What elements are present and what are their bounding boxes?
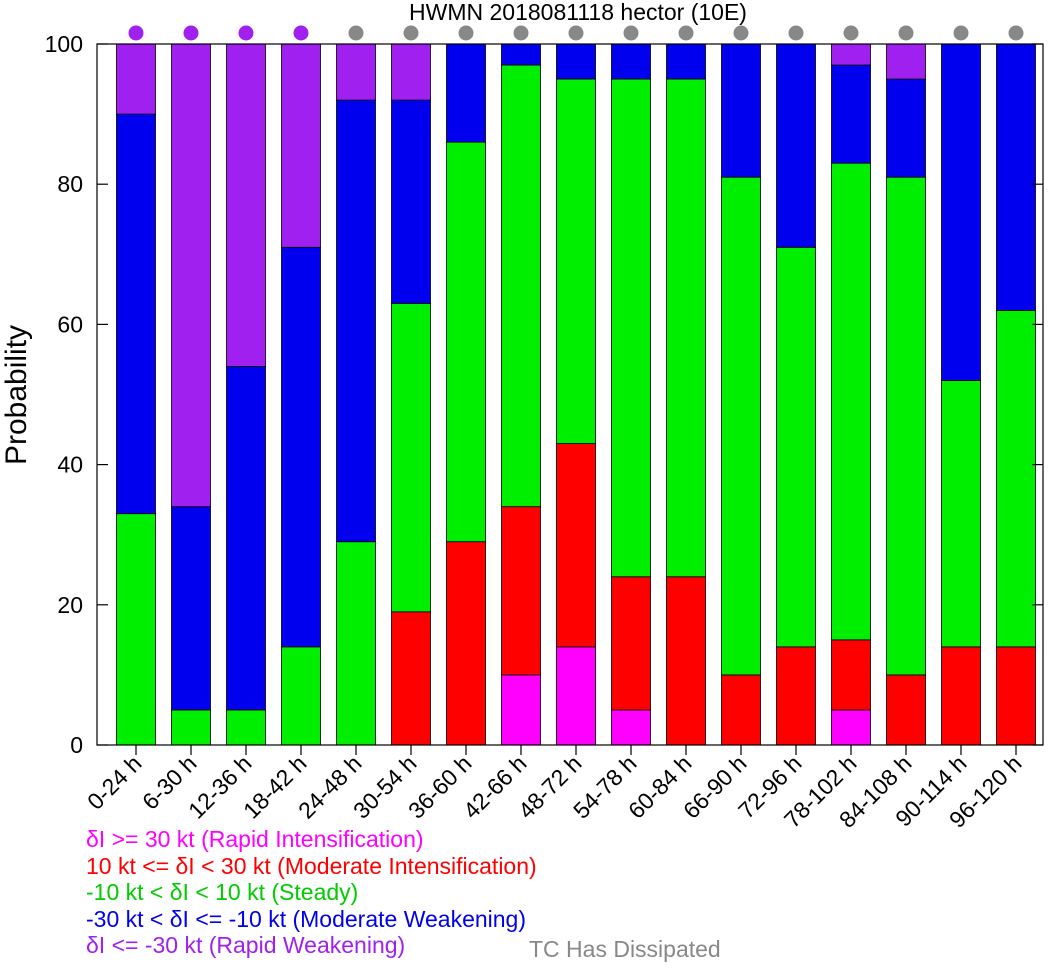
y-tick-label-1: 20 [57,592,83,618]
bar-segment-4-14 [886,43,926,80]
bar-segment-2-14 [886,176,926,676]
status-dot-10 [678,25,694,41]
bar-segment-2-8 [556,78,596,444]
status-dot-13 [843,25,859,41]
y-tick-label-5: 100 [45,31,83,57]
status-dot-1 [183,25,199,41]
bar-segment-2-1 [171,709,211,746]
bar-segment-4-0 [116,43,156,115]
status-dot-7 [513,25,529,41]
bar-segment-4-2 [226,43,266,367]
legend-item-moderate-weakening: -30 kt < δI <= -10 kt (Moderate Weakenin… [86,905,527,932]
bar-segment-2-0 [116,513,156,746]
bar-segment-1-7 [501,506,541,676]
bar-segment-1-15 [941,646,981,746]
bar-segment-0-8 [556,646,596,746]
bar-segment-3-7 [501,43,541,66]
plot-frame [96,43,1044,746]
y-axis: 0 20 40 60 80 100 [45,31,1043,758]
status-dot-6 [458,25,474,41]
bar-segment-4-3 [281,43,321,248]
bar-segment-2-4 [336,541,376,746]
bar-segment-0-9 [611,709,651,746]
bar-segment-2-7 [501,64,541,508]
y-tick-label-2: 40 [57,452,83,478]
legend-item-steady: -10 kt < δI < 10 kt (Steady) [86,879,359,905]
bar-segment-3-10 [666,43,706,80]
bar-segment-4-5 [391,43,431,101]
status-dot-0 [128,25,144,41]
bar-segment-2-10 [666,78,706,578]
bar-segment-3-6 [446,43,486,143]
bar-segment-1-10 [666,576,706,746]
status-dot-14 [898,25,914,41]
bar-segment-2-9 [611,78,651,578]
bar-segment-2-6 [446,141,486,543]
bar-segment-3-15 [941,43,981,381]
bar-segment-1-8 [556,443,596,648]
bar-segment-1-11 [721,674,761,746]
bar-segment-0-7 [501,674,541,746]
status-dot-8 [568,25,584,41]
bar-segment-1-6 [446,541,486,746]
bar-segment-1-12 [776,646,816,746]
status-dot-12 [788,25,804,41]
bar-segment-2-12 [776,246,816,648]
bar-segment-2-5 [391,302,431,613]
bar-segment-3-4 [336,99,376,543]
legend-item-rapid-intensification: δI >= 30 kt (Rapid Intensification) [86,826,424,852]
bars-group [116,43,1036,746]
bar-segment-3-9 [611,43,651,80]
bar-segment-3-13 [831,64,871,164]
bar-segment-2-11 [721,176,761,676]
status-dot-2 [238,25,254,41]
bar-segment-1-13 [831,639,871,711]
bar-segment-3-3 [281,246,321,648]
status-dots-group [128,25,1024,41]
bar-segment-3-16 [996,43,1036,311]
y-axis-label: Probability [0,325,33,465]
status-dot-4 [348,25,364,41]
bar-segment-2-2 [226,709,266,746]
legend-item-dissipated: TC Has Dissipated [529,936,721,962]
status-dot-16 [1008,25,1024,41]
y-tick-label-0: 0 [70,732,83,758]
bar-segment-3-1 [171,506,211,711]
bar-segment-2-3 [281,646,321,746]
y-tick-label-4: 80 [57,171,83,197]
bar-segment-3-0 [116,113,156,515]
bar-segment-4-1 [171,43,211,508]
bar-segment-1-5 [391,611,431,746]
bar-segment-3-5 [391,99,431,304]
bar-segment-2-13 [831,162,871,641]
bar-segment-3-2 [226,366,266,711]
bar-segment-1-9 [611,576,651,711]
legend-item-rapid-weakening: δI <= -30 kt (Rapid Weakening) [86,932,406,958]
status-dot-3 [293,25,309,41]
bar-segment-0-13 [831,709,871,746]
bar-segment-4-4 [336,43,376,101]
x-axis: 0-24 h6-30 h12-36 h18-42 h24-48 h30-54 h… [82,745,1027,833]
bar-segment-3-11 [721,43,761,178]
bar-segment-1-16 [996,646,1036,746]
status-dot-9 [623,25,639,41]
status-dot-11 [733,25,749,41]
bar-segment-4-13 [831,43,871,66]
legend: δI >= 30 kt (Rapid Intensification) 10 k… [86,826,537,959]
bar-segment-3-12 [776,43,816,248]
bar-segment-2-15 [941,380,981,648]
status-dot-5 [403,25,419,41]
chart-title: HWMN 2018081118 hector (10E) [409,0,747,25]
bar-segment-3-8 [556,43,596,80]
bar-segment-2-16 [996,309,1036,648]
status-dot-15 [953,25,969,41]
bar-segment-3-14 [886,78,926,178]
x-tick-label-0: 0-24 h [82,750,147,815]
y-tick-label-3: 60 [57,311,83,337]
bar-segment-1-14 [886,674,926,746]
legend-item-moderate-intensification: 10 kt <= δI < 30 kt (Moderate Intensific… [86,852,537,879]
